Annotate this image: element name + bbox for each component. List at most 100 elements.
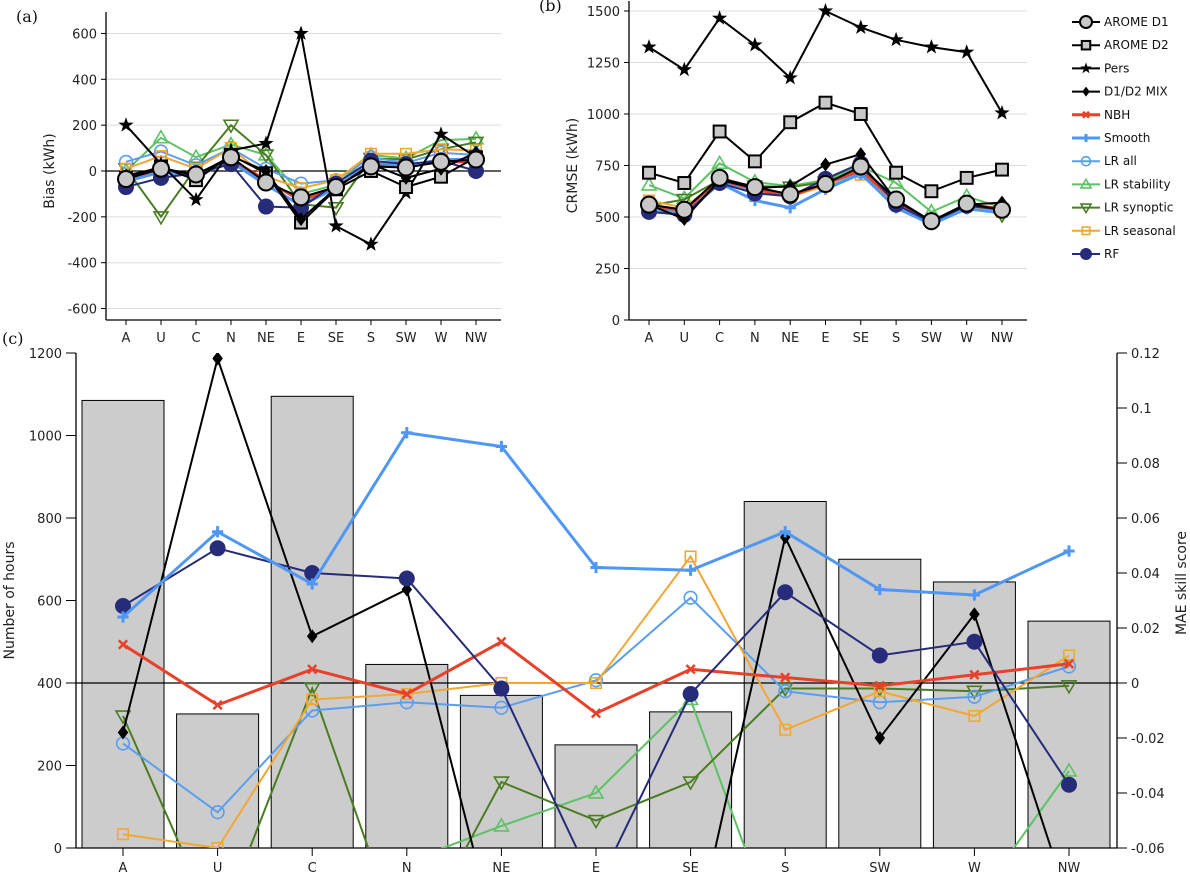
y-tick-label-right: 0.06 [1131, 512, 1160, 527]
legend-entry: LR all [1072, 154, 1137, 168]
data-point [222, 119, 240, 134]
data-point [779, 526, 791, 538]
x-tick-label: SW [395, 331, 416, 346]
data-point [959, 44, 975, 59]
y-tick-label: -400 [67, 257, 97, 272]
panel-label: (b) [539, 0, 562, 15]
data-point [747, 154, 762, 169]
data-point [117, 170, 135, 189]
legend-entry: AROME D2 [1072, 38, 1169, 52]
data-point [874, 731, 886, 745]
x-tick-label: NW [991, 331, 1014, 346]
data-point [924, 184, 939, 199]
y-axis-label-right: MAE skill score [1174, 531, 1190, 635]
data-point [966, 633, 983, 650]
data-point [993, 200, 1011, 219]
data-point [778, 684, 793, 699]
data-point [818, 95, 833, 110]
y-tick-label-right: -0.04 [1131, 787, 1165, 802]
data-point [683, 590, 698, 605]
x-tick-label: SE [682, 861, 698, 876]
legend-label: LR all [1104, 154, 1137, 168]
legend-marker [1081, 226, 1091, 236]
data-point [212, 526, 224, 538]
bar-hours [365, 663, 449, 849]
legend-entry: LR seasonal [1072, 224, 1176, 238]
data-point [871, 647, 888, 664]
x-tick-label: NE [492, 861, 510, 876]
y-tick-label: -600 [67, 303, 97, 318]
legend-label: D1/D2 MIX [1104, 85, 1168, 99]
y-tick-label: 250 [595, 263, 620, 278]
data-point [327, 178, 345, 197]
y-tick-label: 400 [72, 73, 97, 88]
data-point [641, 39, 657, 54]
series-line-lr-synoptic [122, 684, 1070, 848]
legend-marker [1079, 177, 1093, 189]
legend-entry: RF [1072, 247, 1119, 261]
data-point [116, 828, 130, 841]
x-tick-label: SW [921, 331, 942, 346]
data-point [1060, 680, 1078, 695]
x-tick-label: A [645, 331, 654, 346]
legend-marker [1080, 62, 1092, 74]
y-tick-label-right: 0.08 [1131, 457, 1160, 472]
data-point [118, 117, 134, 132]
legend-entry: D1/D2 MIX [1072, 85, 1168, 99]
data-point [776, 682, 794, 698]
data-point [851, 157, 870, 176]
y-tick-label-left: 200 [37, 760, 62, 775]
data-point [684, 550, 697, 563]
y-tick-label-left: 0 [54, 842, 62, 857]
legend-label: AROME D2 [1104, 38, 1169, 52]
data-point [816, 175, 835, 194]
series-line-lr-seasonal [122, 554, 1070, 848]
data-point [712, 124, 727, 139]
data-point [258, 198, 274, 215]
data-point [589, 676, 603, 690]
data-point [295, 212, 307, 227]
data-point [957, 194, 976, 213]
data-point [642, 165, 656, 180]
series-group [117, 25, 485, 251]
data-point [874, 680, 885, 691]
x-tick-label: S [892, 331, 900, 346]
legend-entry: LR synoptic [1072, 201, 1173, 215]
data-point [685, 564, 697, 576]
data-point [152, 129, 170, 144]
data-point [211, 841, 224, 848]
x-tick-label: C [191, 331, 200, 346]
series-line-smooth [121, 431, 1070, 619]
y-tick-label-right: 0 [1131, 677, 1139, 692]
y-axis-label: CRMSE (kWh) [565, 118, 581, 214]
bar-hours [176, 713, 260, 849]
x-tick-label: S [781, 861, 789, 876]
data-point [117, 725, 129, 740]
data-point [493, 817, 510, 832]
y-tick-label: 200 [72, 119, 97, 134]
x-tick-label: E [297, 331, 305, 346]
bar-hours [838, 558, 922, 849]
data-point [1063, 545, 1075, 557]
x-tick-label: SE [853, 331, 869, 346]
data-point [968, 709, 981, 723]
legend-label: LR seasonal [1104, 224, 1176, 238]
x-tick-label: C [715, 331, 724, 346]
data-point [257, 173, 275, 192]
legend-entry: NBH [1072, 108, 1130, 122]
data-point [887, 174, 905, 189]
data-point [399, 695, 414, 710]
x-tick-label: W [968, 861, 981, 876]
data-point [588, 673, 604, 688]
y-tick-label: 750 [595, 160, 620, 175]
legend-label: LR synoptic [1104, 201, 1173, 215]
y-tick-label-right: -0.06 [1131, 842, 1165, 857]
data-point [676, 61, 692, 77]
y-tick-label: 1500 [587, 5, 620, 20]
y-tick-label-left: 400 [37, 677, 62, 692]
data-point [969, 607, 980, 622]
legend-marker [1082, 110, 1090, 119]
data-point [1062, 649, 1076, 662]
x-tick-label: NW [1058, 861, 1081, 876]
data-point [781, 185, 800, 204]
